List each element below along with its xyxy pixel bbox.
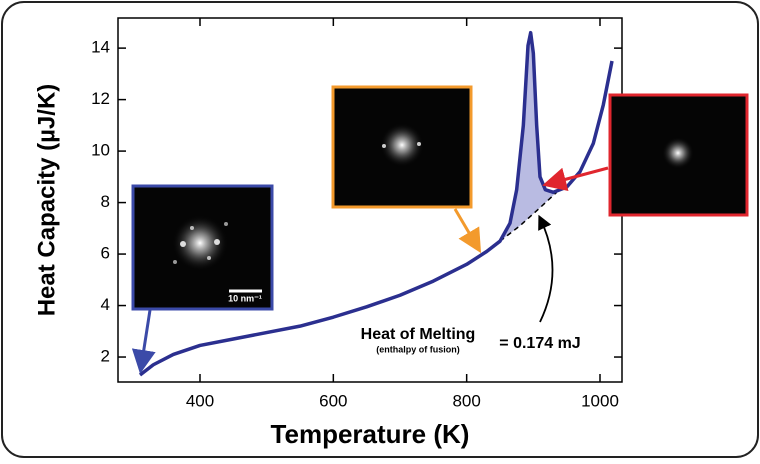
annotation: Heat of Melting — [361, 326, 476, 343]
baseline — [499, 191, 558, 242]
x-tick-label: 800 — [452, 391, 480, 410]
arrow-melting — [538, 214, 554, 323]
x-tick-label: 1000 — [581, 391, 619, 410]
y-tick-label: 14 — [91, 38, 110, 57]
inset-red — [608, 93, 749, 217]
y-tick-label: 2 — [101, 347, 110, 366]
arrow-orange — [453, 208, 482, 254]
inset-blue — [131, 184, 274, 311]
y-tick-label: 4 — [101, 295, 110, 314]
y-axis-title: Heat Capacity (µJ/K) — [33, 84, 60, 317]
x-tick-label: 600 — [319, 391, 347, 410]
y-tick-label: 6 — [101, 244, 110, 263]
arrow-blue — [131, 309, 156, 374]
arrow-red — [542, 166, 609, 191]
annotation: (enthalpy of fusion) — [376, 344, 460, 354]
x-tick-label: 400 — [186, 391, 214, 410]
scale-bar-label: 10 nm⁻¹ — [228, 293, 262, 303]
x-axis-title: Temperature (K) — [271, 419, 470, 449]
annotation: = 0.174 mJ — [499, 335, 580, 352]
y-tick-label: 10 — [91, 141, 110, 160]
y-tick-label: 12 — [91, 89, 110, 108]
inset-orange — [331, 85, 473, 209]
y-tick-label: 8 — [101, 192, 110, 211]
